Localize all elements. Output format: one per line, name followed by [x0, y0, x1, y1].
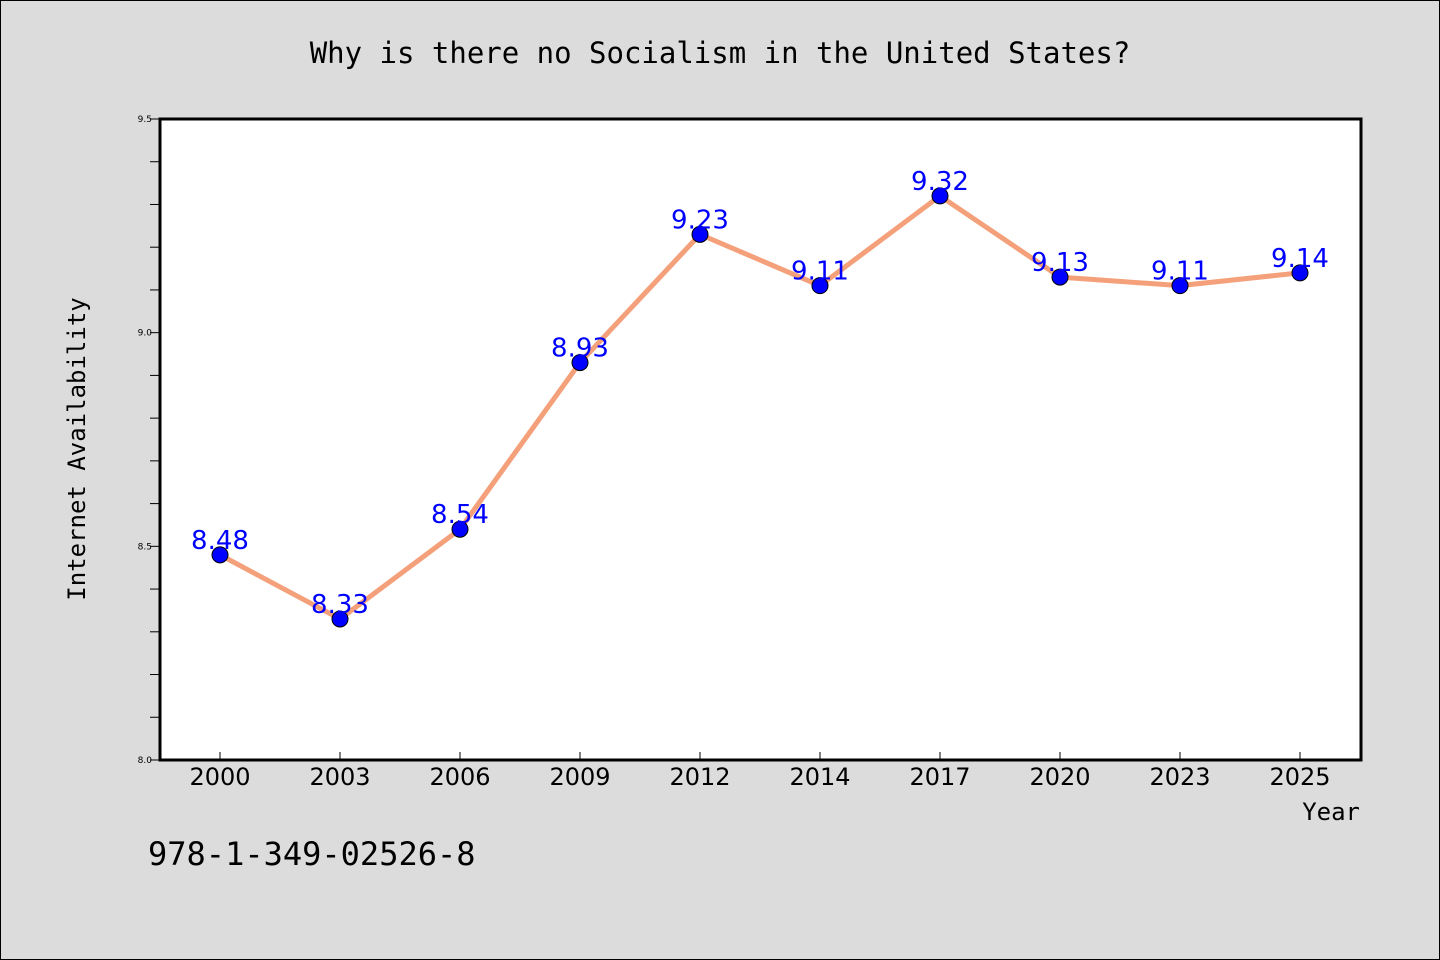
data-point — [571, 354, 589, 372]
data-label: 8.54 — [431, 500, 489, 530]
x-tick-label: 2023 — [1149, 763, 1210, 791]
data-point — [1291, 264, 1309, 282]
x-tick-label: 2009 — [549, 763, 610, 791]
data-label: 9.32 — [911, 167, 969, 197]
x-axis-ticks: 2000 2003 2006 2009 2012 2014 2017 2020 2023 2025 — [189, 752, 1331, 791]
y-tick-label: 9.5 — [138, 115, 152, 125]
data-point — [811, 277, 829, 295]
data-label: 9.11 — [1151, 257, 1209, 287]
y-axis-label: Internet Availability — [63, 297, 91, 600]
x-tick-label: 2017 — [909, 763, 970, 791]
data-point — [1051, 268, 1069, 286]
data-point — [931, 187, 949, 205]
data-point — [331, 610, 349, 628]
x-tick-label: 2025 — [1269, 763, 1330, 791]
x-tick-label: 2020 — [1029, 763, 1090, 791]
x-axis-label: Year — [1302, 798, 1360, 826]
x-tick-label: 2003 — [309, 763, 370, 791]
series-line — [217, 193, 1303, 622]
data-label: 9.11 — [791, 257, 849, 287]
y-tick-label: 8.0 — [138, 756, 153, 766]
data-point — [1171, 277, 1189, 295]
x-tick-label: 2012 — [669, 763, 730, 791]
data-labels: 8.48 8.33 8.54 8.93 9.23 9.11 9.32 9.13 9.11 9.14 — [191, 167, 1329, 620]
y-tick-label: 9.0 — [138, 329, 153, 339]
data-label: 9.23 — [671, 205, 729, 235]
data-label: 8.48 — [191, 526, 249, 556]
data-label: 9.14 — [1271, 244, 1329, 274]
x-tick-label: 2014 — [789, 763, 850, 791]
y-axis-ticks: 8.0 8.5 9.0 9.5 — [138, 115, 160, 766]
x-tick-label: 2006 — [429, 763, 490, 791]
data-point — [691, 225, 709, 243]
data-point — [451, 520, 469, 538]
data-label: 9.13 — [1031, 248, 1089, 278]
x-tick-label: 2000 — [189, 763, 250, 791]
data-label: 8.93 — [551, 334, 609, 364]
plot-area — [158, 117, 1363, 762]
isbn-text: 978-1-349-02526-8 — [148, 835, 476, 873]
y-tick-label: 8.5 — [138, 542, 152, 552]
data-label: 8.33 — [311, 590, 369, 620]
data-markers — [211, 187, 1309, 628]
chart-title: Why is there no Socialism in the United … — [310, 36, 1131, 70]
data-point — [211, 546, 229, 564]
